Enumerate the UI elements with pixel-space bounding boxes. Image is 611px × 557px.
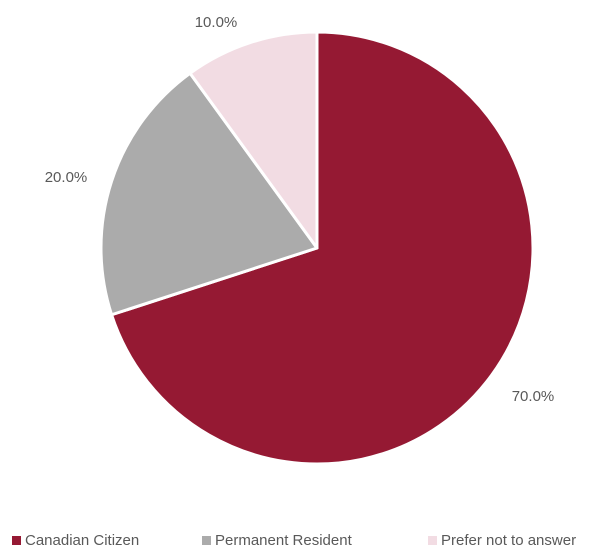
legend-label-prefer-not-to-answer: Prefer not to answer	[441, 532, 576, 549]
pie-slice-canadian-citizen	[110, 30, 535, 466]
data-label-permanent-resident: 20.0%	[45, 169, 88, 186]
legend-swatch-canadian-citizen	[12, 536, 21, 545]
legend-label-canadian-citizen: Canadian Citizen	[25, 532, 139, 549]
legend: Canadian Citizen Permanent Resident Prefer…	[12, 532, 576, 549]
data-labels: 70.0% 20.0% 10.0%	[45, 14, 555, 405]
pie-slices	[99, 30, 535, 466]
legend-swatch-prefer-not-to-answer	[428, 536, 437, 545]
legend-label-permanent-resident: Permanent Resident	[215, 532, 353, 549]
pie-slice-permanent-resident	[99, 71, 319, 317]
data-label-prefer-not-to-answer: 10.0%	[195, 14, 238, 31]
legend-swatch-permanent-resident	[202, 536, 211, 545]
pie-slice-prefer-not-to-answer	[188, 30, 319, 250]
data-label-canadian-citizen: 70.0%	[512, 388, 555, 405]
